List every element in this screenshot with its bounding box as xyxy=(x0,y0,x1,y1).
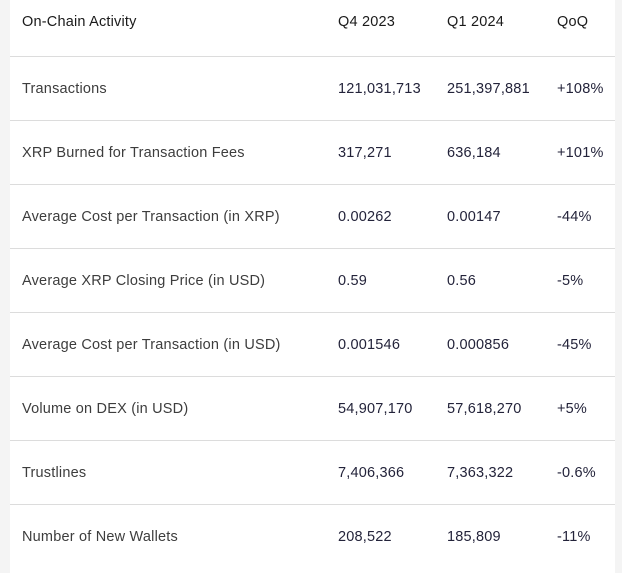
row-label: Number of New Wallets xyxy=(22,528,178,545)
row-label: Transactions xyxy=(22,80,107,97)
cell-q4-2023: 54,907,170 xyxy=(338,400,413,417)
cell-qoq: -11% xyxy=(557,528,591,545)
header-col-q4-2023: Q4 2023 xyxy=(338,14,396,30)
row-label: Average Cost per Transaction (in XRP) xyxy=(22,208,280,225)
cell-q4-2023: 0.001546 xyxy=(338,336,401,353)
cell-q1-2024: 57,618,270 xyxy=(447,400,522,417)
table-header-row: On-Chain Activity Q4 2023 Q1 2024 QoQ xyxy=(10,0,615,56)
cell-q4-2023: 0.00262 xyxy=(338,208,392,225)
table-row-transactions: Transactions 121,031,713 251,397,881 +10… xyxy=(10,56,615,120)
cell-q1-2024: 0.00147 xyxy=(447,208,501,225)
cell-q4-2023: 208,522 xyxy=(338,528,392,545)
cell-q1-2024: 0.000856 xyxy=(447,336,510,353)
cell-q4-2023: 7,406,366 xyxy=(338,464,405,481)
cell-q4-2023: 121,031,713 xyxy=(338,80,421,97)
row-label: Volume on DEX (in USD) xyxy=(22,400,189,417)
header-col-qoq: QoQ xyxy=(557,14,589,30)
cell-qoq: -45% xyxy=(557,336,592,353)
row-label: Average XRP Closing Price (in USD) xyxy=(22,272,266,289)
row-label: Trustlines xyxy=(22,464,87,481)
cell-q1-2024: 0.56 xyxy=(447,272,477,289)
cell-q1-2024: 7,363,322 xyxy=(447,464,514,481)
cell-q1-2024: 185,809 xyxy=(447,528,501,545)
header-col-q1-2024: Q1 2024 xyxy=(447,14,505,30)
row-label: Average Cost per Transaction (in USD) xyxy=(22,336,281,353)
cell-q4-2023: 317,271 xyxy=(338,144,392,161)
cell-qoq: -44% xyxy=(557,208,592,225)
table-row-volume-dex: Volume on DEX (in USD) 54,907,170 57,618… xyxy=(10,376,615,440)
cell-qoq: -5% xyxy=(557,272,584,289)
on-chain-activity-table: On-Chain Activity Q4 2023 Q1 2024 QoQ Tr… xyxy=(10,0,615,573)
table-row-new-wallets: Number of New Wallets 208,522 185,809 -1… xyxy=(10,504,615,568)
cell-qoq: +108% xyxy=(557,80,604,97)
cell-qoq: +101% xyxy=(557,144,604,161)
cell-qoq: -0.6% xyxy=(557,464,596,481)
table-title: On-Chain Activity xyxy=(22,14,137,30)
cell-q1-2024: 636,184 xyxy=(447,144,501,161)
cell-qoq: +5% xyxy=(557,400,588,417)
table-row-trustlines: Trustlines 7,406,366 7,363,322 -0.6% xyxy=(10,440,615,504)
table-row-avg-cost-xrp: Average Cost per Transaction (in XRP) 0.… xyxy=(10,184,615,248)
row-label: XRP Burned for Transaction Fees xyxy=(22,144,245,161)
table-row-xrp-burned: XRP Burned for Transaction Fees 317,271 … xyxy=(10,120,615,184)
table-row-avg-cost-usd: Average Cost per Transaction (in USD) 0.… xyxy=(10,312,615,376)
table-row-avg-closing-price: Average XRP Closing Price (in USD) 0.59 … xyxy=(10,248,615,312)
cell-q4-2023: 0.59 xyxy=(338,272,368,289)
cell-q1-2024: 251,397,881 xyxy=(447,80,530,97)
